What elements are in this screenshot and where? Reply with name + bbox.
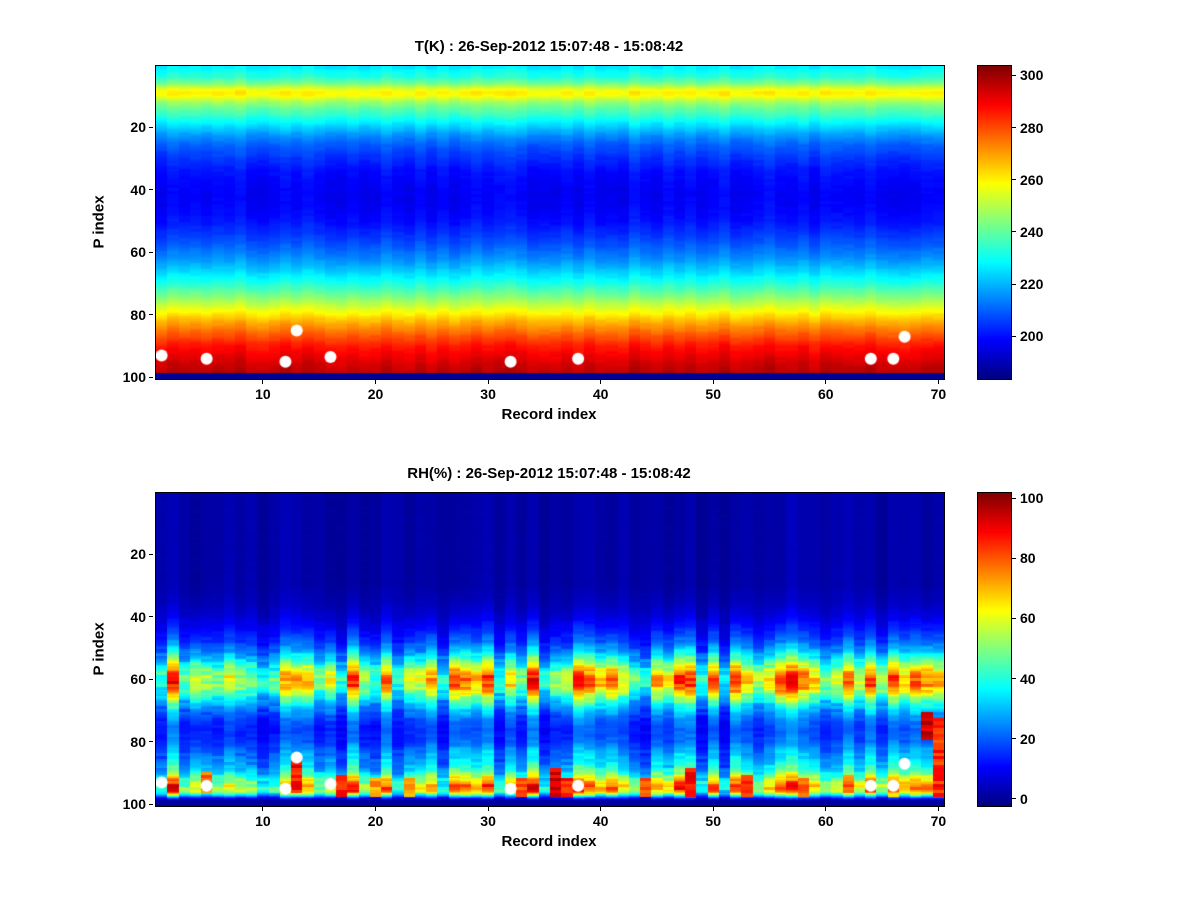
tick-mark (149, 376, 153, 378)
relative-humidity-colorbar (977, 492, 1012, 807)
x-tick-label: 50 (705, 813, 722, 829)
tick-mark (149, 553, 153, 555)
tick-mark (487, 380, 489, 384)
temperature-colorbar-canvas (978, 66, 1011, 379)
y-tick-label: 80 (130, 306, 146, 323)
tick-mark (1012, 179, 1016, 181)
relative-humidity-plot-title: RH(%) : 26-Sep-2012 15:07:48 - 15:08:42 (407, 465, 691, 482)
x-tick-label: 30 (480, 386, 496, 402)
tick-mark (262, 807, 264, 811)
relative-humidity-x-axis-label: Record index (501, 833, 597, 850)
temperature-plot-title: T(K) : 26-Sep-2012 15:07:48 - 15:08:42 (414, 38, 684, 55)
tick-mark (149, 126, 153, 128)
y-tick-label: 20 (130, 119, 146, 136)
colorbar-tick-label: 200 (1020, 328, 1044, 345)
x-tick-label: 20 (367, 386, 384, 402)
y-tick-label: 40 (130, 181, 146, 198)
y-tick-label: 80 (130, 733, 146, 750)
tick-mark (712, 807, 714, 811)
tick-mark (1012, 231, 1016, 233)
temperature-x-axis-label: Record index (501, 406, 597, 423)
tick-mark (1012, 74, 1016, 76)
tick-mark (600, 380, 602, 384)
tick-mark (1012, 127, 1016, 129)
temperature-colorbar (977, 65, 1012, 380)
tick-mark (262, 380, 264, 384)
y-tick-label: 60 (130, 244, 146, 261)
tick-mark (149, 741, 153, 743)
tick-mark (149, 678, 153, 680)
y-tick-label: 20 (130, 546, 146, 563)
tick-mark (487, 807, 489, 811)
colorbar-tick-label: 20 (1020, 730, 1036, 747)
x-tick-label: 70 (930, 813, 947, 829)
x-tick-label: 60 (818, 813, 834, 829)
tick-mark (1012, 798, 1016, 800)
tick-mark (149, 189, 153, 191)
x-tick-label: 70 (930, 386, 947, 402)
tick-mark (600, 807, 602, 811)
tick-mark (149, 251, 153, 253)
tick-mark (1012, 335, 1016, 337)
tick-mark (375, 380, 376, 384)
colorbar-tick-label: 60 (1020, 610, 1036, 627)
x-tick-label: 50 (705, 386, 722, 402)
tick-mark (825, 807, 827, 811)
temperature-heatmap-canvas (156, 66, 944, 379)
tick-mark (1012, 557, 1016, 559)
tick-mark (712, 380, 714, 384)
x-tick-label: 10 (255, 386, 271, 402)
y-tick-label: 100 (122, 369, 146, 386)
tick-mark (1012, 738, 1016, 740)
x-tick-label: 60 (818, 386, 834, 402)
relative-humidity-colorbar-canvas (978, 493, 1011, 806)
tick-mark (375, 807, 376, 811)
tick-mark (1012, 283, 1016, 285)
x-tick-label: 40 (592, 386, 609, 402)
tick-mark (149, 803, 153, 805)
tick-mark (937, 380, 939, 384)
tick-mark (1012, 678, 1016, 680)
colorbar-tick-label: 280 (1020, 119, 1044, 136)
x-tick-label: 10 (255, 813, 271, 829)
temperature-heatmap-area (155, 65, 945, 380)
relative-humidity-heatmap-area (155, 492, 945, 807)
tick-mark (825, 380, 827, 384)
y-tick-label: 60 (130, 671, 146, 688)
colorbar-tick-label: 40 (1020, 670, 1036, 687)
tick-mark (937, 807, 939, 811)
colorbar-tick-label: 80 (1020, 550, 1036, 567)
colorbar-tick-label: 220 (1020, 276, 1044, 293)
colorbar-tick-label: 240 (1020, 223, 1044, 240)
x-tick-label: 30 (480, 813, 496, 829)
tick-mark (149, 314, 153, 316)
colorbar-tick-label: 0 (1020, 790, 1028, 807)
tick-mark (149, 616, 153, 618)
relative-humidity-y-axis-label: P index (90, 622, 108, 676)
tick-mark (1012, 617, 1016, 619)
y-tick-label: 40 (130, 608, 146, 625)
colorbar-tick-label: 300 (1020, 67, 1044, 84)
y-tick-label: 100 (122, 796, 146, 813)
colorbar-tick-label: 260 (1020, 171, 1044, 188)
x-tick-label: 40 (592, 813, 609, 829)
tick-mark (1012, 497, 1016, 499)
relative-humidity-heatmap-canvas (156, 493, 944, 806)
x-tick-label: 20 (367, 813, 384, 829)
colorbar-tick-label: 100 (1020, 490, 1044, 507)
